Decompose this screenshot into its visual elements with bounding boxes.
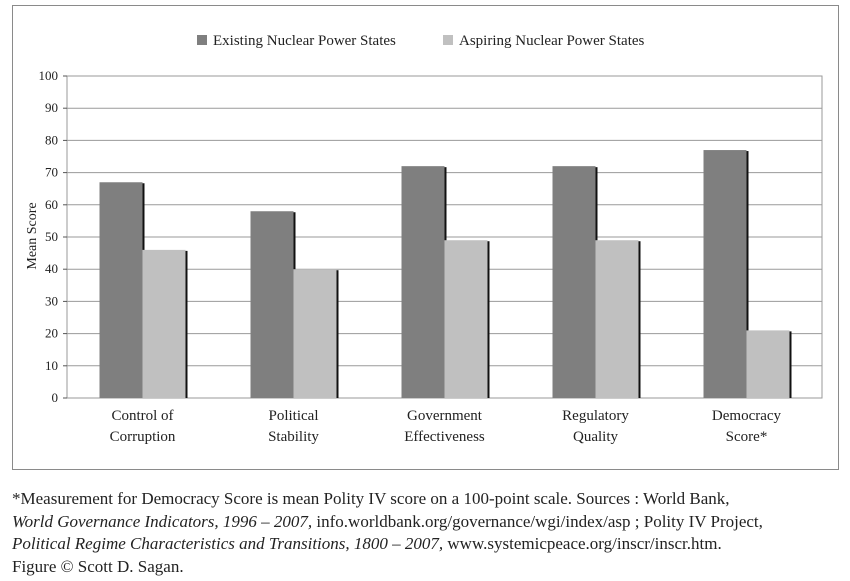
bar-aspiring bbox=[444, 240, 488, 398]
legend: Existing Nuclear Power States Aspiring Nu… bbox=[197, 33, 645, 49]
bar-existing bbox=[703, 150, 747, 398]
y-tick-label: 80 bbox=[45, 132, 58, 147]
x-category-label: Effectiveness bbox=[404, 429, 485, 445]
bar-existing bbox=[401, 166, 445, 398]
y-tick-label: 40 bbox=[45, 261, 58, 276]
x-category-label: Control of bbox=[111, 408, 173, 424]
figure-caption: *Measurement for Democracy Score is mean… bbox=[12, 488, 842, 578]
y-tick-label: 50 bbox=[45, 229, 58, 244]
y-tick-label: 30 bbox=[45, 293, 58, 308]
bar-aspiring bbox=[293, 269, 337, 398]
bar-aspiring bbox=[595, 240, 639, 398]
bar-existing bbox=[99, 182, 143, 398]
y-tick-label: 60 bbox=[45, 197, 58, 212]
y-tick-label: 100 bbox=[39, 68, 59, 83]
x-category-label: Regulatory bbox=[562, 408, 629, 424]
legend-swatch bbox=[197, 35, 207, 45]
legend-swatch bbox=[443, 35, 453, 45]
x-axis-labels: Control of Corruption Political Stability Go… bbox=[110, 408, 782, 445]
bar-aspiring bbox=[746, 330, 790, 398]
y-tick-label: 0 bbox=[52, 390, 59, 405]
y-tick-label: 70 bbox=[45, 165, 58, 180]
figure-frame bbox=[12, 5, 839, 470]
y-tick-label: 90 bbox=[45, 100, 58, 115]
legend-label: Existing Nuclear Power States bbox=[213, 33, 396, 49]
caption-line-2: World Governance Indicators, 1996 – 2007… bbox=[12, 511, 842, 534]
bar-chart: Existing Nuclear Power States Aspiring Nu… bbox=[25, 33, 823, 445]
x-category-label: Score* bbox=[726, 429, 768, 445]
x-category-label: Quality bbox=[573, 429, 618, 445]
bar-existing bbox=[552, 166, 596, 398]
caption-source-url-1: info.worldbank.org/governance/wgi/index/… bbox=[312, 511, 763, 531]
bars bbox=[99, 150, 792, 398]
legend-label: Aspiring Nuclear Power States bbox=[459, 33, 645, 49]
y-axis-ticks: 0 10 20 30 40 50 60 70 80 90 100 bbox=[39, 68, 67, 405]
caption-source-title-2: Political Regime Characteristics and Tra… bbox=[12, 534, 444, 553]
caption-source-url-2: www.systemicpeace.org/inscr/inscr.htm. bbox=[443, 534, 722, 553]
caption-line-3: Political Regime Characteristics and Tra… bbox=[12, 533, 842, 556]
x-category-label: Political bbox=[269, 408, 319, 424]
x-category-label: Corruption bbox=[110, 429, 176, 445]
bar-existing bbox=[250, 211, 294, 398]
x-category-label: Stability bbox=[268, 429, 319, 445]
y-tick-label: 10 bbox=[45, 358, 58, 373]
bar-aspiring bbox=[142, 249, 186, 398]
caption-line-4: Figure © Scott D. Sagan. bbox=[12, 556, 184, 576]
caption-source-title-1: World Governance Indicators, 1996 – 2007… bbox=[12, 511, 313, 531]
caption-line-1: *Measurement for Democracy Score is mean… bbox=[12, 489, 730, 508]
x-category-label: Government bbox=[407, 408, 483, 424]
y-tick-label: 20 bbox=[45, 326, 58, 341]
y-axis-label: Mean Score bbox=[25, 202, 40, 269]
x-category-label: Democracy bbox=[712, 408, 782, 424]
